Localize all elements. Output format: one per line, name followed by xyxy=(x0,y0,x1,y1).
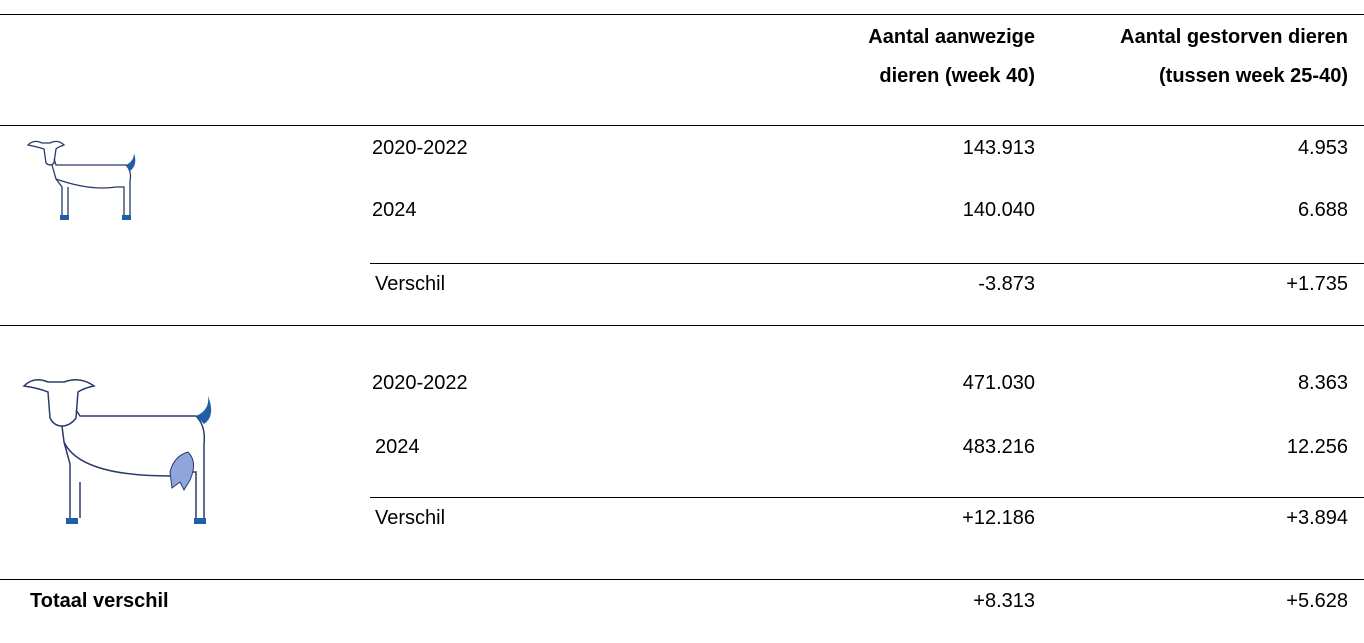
cell: -3.873 xyxy=(978,272,1035,296)
rule xyxy=(0,325,1364,326)
rule xyxy=(0,125,1364,126)
cell: 483.216 xyxy=(963,435,1035,459)
header: Aantal aanwezige xyxy=(868,25,1035,49)
cell: 2024 xyxy=(372,198,417,222)
cell: 12.256 xyxy=(1287,435,1348,459)
cell: Verschil xyxy=(375,506,445,530)
cell: +12.186 xyxy=(962,506,1035,530)
cell: +1.735 xyxy=(1286,272,1348,296)
cell: 471.030 xyxy=(963,371,1035,395)
cell: 2024 xyxy=(375,435,420,459)
page: {"table": { "header": ["Aantal aanwezige… xyxy=(0,0,1364,643)
cell: +8.313 xyxy=(973,589,1035,613)
rule xyxy=(0,14,1364,15)
header: (tussen week 25-40) xyxy=(1159,64,1348,88)
rule xyxy=(370,263,1364,264)
cell: Verschil xyxy=(375,272,445,296)
cell: +5.628 xyxy=(1286,589,1348,613)
cell: 6.688 xyxy=(1298,198,1348,222)
total-label: Totaal verschil xyxy=(30,589,169,613)
rule xyxy=(0,579,1364,580)
goat-icon xyxy=(20,135,150,235)
rule xyxy=(370,497,1364,498)
goat-icon xyxy=(20,372,220,527)
cell: 140.040 xyxy=(963,198,1035,222)
cell: 2020-2022 xyxy=(372,136,468,160)
cell: 4.953 xyxy=(1298,136,1348,160)
cell: 143.913 xyxy=(963,136,1035,160)
header: Aantal gestorven dieren xyxy=(1120,25,1348,49)
cell: 8.363 xyxy=(1298,371,1348,395)
cell: +3.894 xyxy=(1286,506,1348,530)
header: dieren (week 40) xyxy=(879,64,1035,88)
cell: 2020-2022 xyxy=(372,371,468,395)
